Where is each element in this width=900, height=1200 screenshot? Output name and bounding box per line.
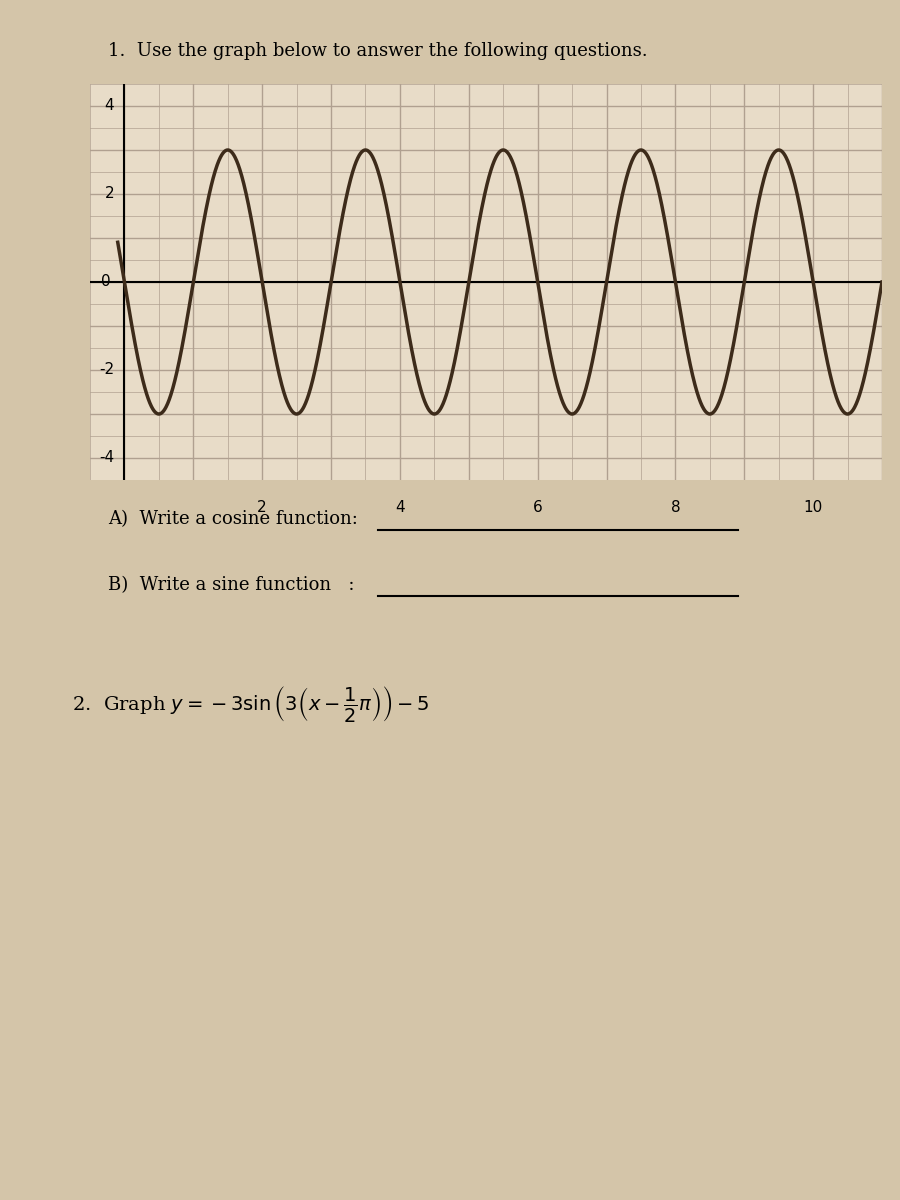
- Text: 2: 2: [257, 499, 267, 515]
- Text: 8: 8: [670, 499, 680, 515]
- Text: 2: 2: [104, 186, 114, 202]
- Text: A)  Write a cosine function:: A) Write a cosine function:: [108, 510, 358, 528]
- Text: 6: 6: [533, 499, 543, 515]
- Text: -4: -4: [99, 450, 114, 466]
- Text: 4: 4: [104, 98, 114, 114]
- Text: 4: 4: [395, 499, 405, 515]
- Text: 10: 10: [804, 499, 823, 515]
- Text: 0: 0: [101, 275, 111, 289]
- Text: 2.  Graph $y = -3\sin\left(3\left(x - \dfrac{1}{2}\pi\right)\right) - 5$: 2. Graph $y = -3\sin\left(3\left(x - \df…: [72, 684, 429, 724]
- Text: -2: -2: [99, 362, 114, 378]
- Text: 1.  Use the graph below to answer the following questions.: 1. Use the graph below to answer the fol…: [108, 42, 648, 60]
- Text: B)  Write a sine function   :: B) Write a sine function :: [108, 576, 355, 594]
